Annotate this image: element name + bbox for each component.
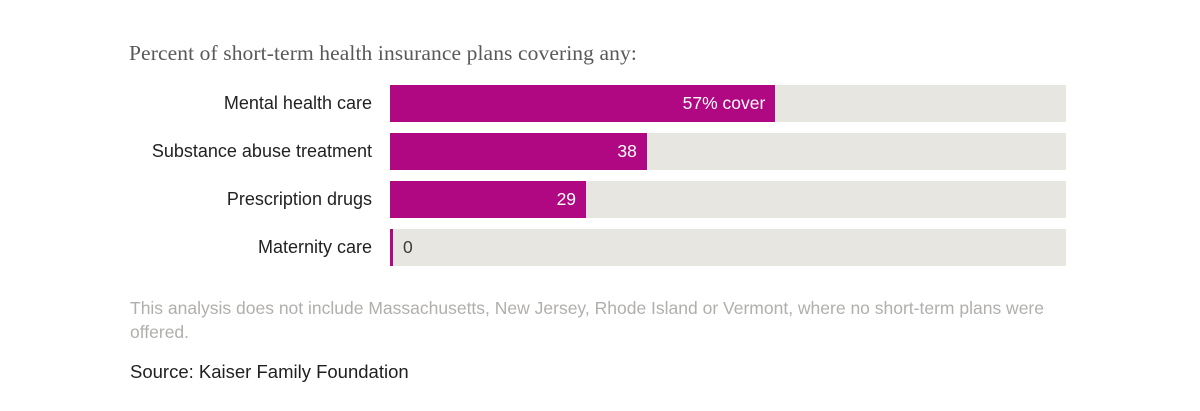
bar-value-label: 57% cover	[682, 93, 766, 113]
bar-value-label: 29	[556, 189, 577, 209]
zero-bar-tick	[390, 229, 393, 266]
bar-track: 57% cover	[390, 85, 1066, 122]
bar-value-label: 38	[617, 141, 637, 161]
bar-fill: 29	[390, 181, 587, 218]
bar-category-label: Mental health care	[223, 93, 372, 113]
chart-row: Maternity care 0	[130, 229, 1066, 266]
chart-note: This analysis does not include Massachus…	[130, 297, 1090, 344]
bar-value-label: 0	[403, 237, 413, 257]
chart-source: Source: Kaiser Family Foundation	[130, 361, 409, 382]
bar-chart: Mental health care 57% cover Substance abu…	[130, 85, 1066, 277]
bar-category-label: Substance abuse treatment	[151, 141, 372, 161]
bar-fill: 38	[390, 133, 647, 170]
chart-row: Substance abuse treatment 38	[130, 133, 1066, 170]
bar-category-label: Prescription drugs	[226, 189, 372, 209]
bar-track: 38	[390, 133, 1066, 170]
bar-track: 29	[390, 181, 1066, 218]
chart-title: Percent of short-term health insurance p…	[129, 41, 637, 65]
bar-category-label: Maternity care	[257, 237, 372, 257]
chart-row: Prescription drugs 29	[130, 181, 1066, 218]
bar-track: 0	[390, 229, 1066, 266]
chart-note-line-1: This analysis does not include Massachus…	[130, 298, 1044, 318]
bar-fill: 57% cover	[390, 85, 776, 122]
chart-row: Mental health care 57% cover	[130, 85, 1066, 122]
chart-note-line-2: offered.	[130, 321, 190, 342]
